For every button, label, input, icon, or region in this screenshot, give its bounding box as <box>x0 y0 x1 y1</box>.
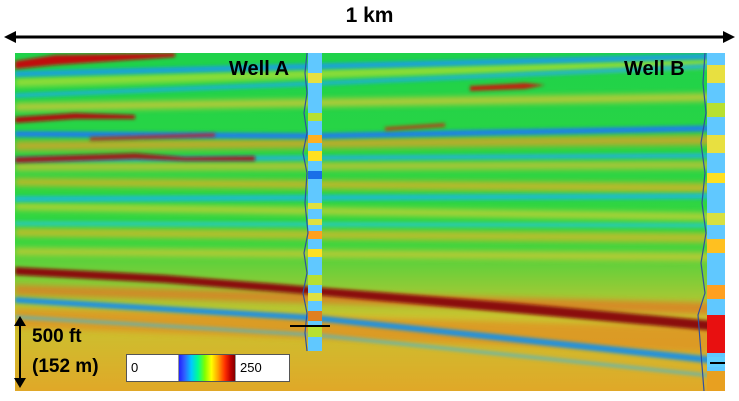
well-a-label: Well A <box>229 58 290 80</box>
cross-section-image <box>15 53 725 391</box>
color-scale-max: 250 <box>235 355 289 381</box>
horizontal-scale-arrow <box>4 31 735 43</box>
well-b-label: Well B <box>624 58 685 80</box>
color-scale-gradient <box>179 355 235 381</box>
color-scale-min: 0 <box>127 355 179 381</box>
well-b-log-track <box>697 53 725 391</box>
depth-scale-line1: 500 ft <box>32 326 82 347</box>
color-scale-bar: 0 250 <box>126 354 290 382</box>
depth-scale-line2: (152 m) <box>32 356 99 377</box>
scale-length-label: 1 km <box>345 4 394 27</box>
depth-scale-label: 500 ft (152 m) <box>32 322 99 382</box>
vertical-scale-arrow <box>14 316 26 388</box>
well-a-log-track <box>290 53 330 352</box>
